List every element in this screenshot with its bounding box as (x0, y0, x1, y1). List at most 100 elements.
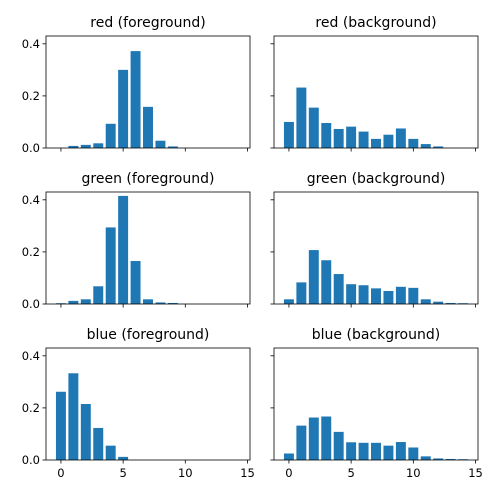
bar (383, 445, 394, 460)
subplot-title: green (foreground) (82, 171, 215, 187)
y-tick-label: 0.4 (22, 37, 40, 51)
bar (93, 286, 104, 304)
x-tick-label: 5 (347, 466, 354, 480)
bar (80, 404, 91, 460)
bar (105, 445, 116, 460)
subplot-0: 0.0 0.2 0.4 red (foreground) (22, 15, 251, 155)
y-tick-label: 0.4 (22, 349, 40, 363)
y-tick-label: 0.2 (22, 245, 40, 259)
bar (420, 299, 431, 304)
bar (68, 145, 79, 148)
axes-frame (273, 191, 479, 305)
bar (433, 146, 444, 148)
bar (283, 453, 294, 460)
bar (167, 302, 178, 304)
bar (333, 128, 344, 148)
bar (296, 425, 307, 460)
bar (105, 123, 116, 148)
x-tick-label: 0 (285, 466, 292, 480)
bar (333, 431, 344, 460)
bar (321, 260, 332, 304)
bar (346, 442, 357, 460)
bar (118, 69, 129, 148)
y-tick-label: 0.2 (22, 89, 40, 103)
subplot-title: blue (background) (312, 327, 440, 343)
bar (118, 195, 129, 304)
bar (155, 302, 166, 304)
axes-frame (273, 35, 479, 149)
bar (445, 458, 456, 460)
bar (321, 123, 332, 148)
bar (80, 144, 91, 148)
bar (143, 106, 153, 148)
axes-frame (45, 191, 251, 305)
bar (308, 107, 319, 148)
bar (371, 442, 381, 460)
bar (321, 416, 332, 460)
subplot-2: 0.0 0.2 0.4 green (foreground) (22, 171, 251, 311)
subplot-3: green (background) (270, 171, 479, 308)
bar (105, 227, 116, 304)
y-tick-label: 0.2 (22, 401, 40, 415)
bar (143, 299, 153, 304)
bar (296, 87, 307, 148)
bar (93, 427, 104, 460)
subplot-5: 0 5 10 15 blue (background) (270, 327, 483, 480)
bar (420, 144, 431, 148)
bar (408, 287, 419, 304)
subplot-title: green (background) (307, 171, 446, 187)
bar (308, 250, 319, 304)
bar (283, 299, 294, 304)
bar (358, 131, 369, 148)
bar (420, 456, 431, 460)
bar (333, 274, 344, 304)
bar (371, 138, 381, 148)
axes-frame (45, 347, 251, 461)
bar (358, 442, 369, 460)
bar (371, 288, 381, 304)
axes-frame (273, 347, 479, 461)
bar (283, 121, 294, 148)
bar (358, 285, 369, 304)
bar (55, 391, 66, 460)
subplot-4: 0.0 0.2 0.4 0 5 10 15 blue (foreground) (22, 327, 255, 480)
bar (296, 282, 307, 304)
subplot-title: red (foreground) (90, 15, 205, 31)
x-tick-label: 5 (119, 466, 126, 480)
subplot-1: red (background) (270, 15, 479, 152)
bar (383, 290, 394, 304)
subplot-panels: 0.0 0.2 0.4 red (foreground) red (background… (22, 15, 483, 480)
bar (308, 417, 319, 460)
bar (408, 447, 419, 460)
bar (445, 302, 456, 304)
bar (118, 456, 129, 460)
x-tick-label: 15 (468, 466, 483, 480)
y-tick-label: 0.0 (22, 141, 40, 155)
bar (93, 143, 104, 148)
y-tick-label: 0.4 (22, 193, 40, 207)
bar (346, 284, 357, 304)
bar (68, 373, 79, 460)
bar (395, 286, 406, 304)
bar (395, 442, 406, 460)
bar (408, 138, 419, 148)
axes-frame (45, 35, 251, 149)
subplot-title: blue (foreground) (87, 327, 210, 343)
bar (130, 51, 141, 148)
bar (155, 140, 166, 148)
bar (433, 301, 444, 304)
bar (80, 299, 91, 304)
bar (68, 300, 79, 304)
bar (383, 134, 394, 148)
y-tick-label: 0.0 (22, 297, 40, 311)
bar (130, 261, 141, 304)
x-tick-label: 10 (178, 466, 193, 480)
bar (433, 458, 444, 460)
subplot-title: red (background) (315, 15, 436, 31)
x-tick-label: 0 (57, 466, 64, 480)
bar (346, 126, 357, 148)
x-tick-label: 10 (406, 466, 421, 480)
bar (395, 128, 406, 148)
y-tick-label: 0.0 (22, 453, 40, 467)
